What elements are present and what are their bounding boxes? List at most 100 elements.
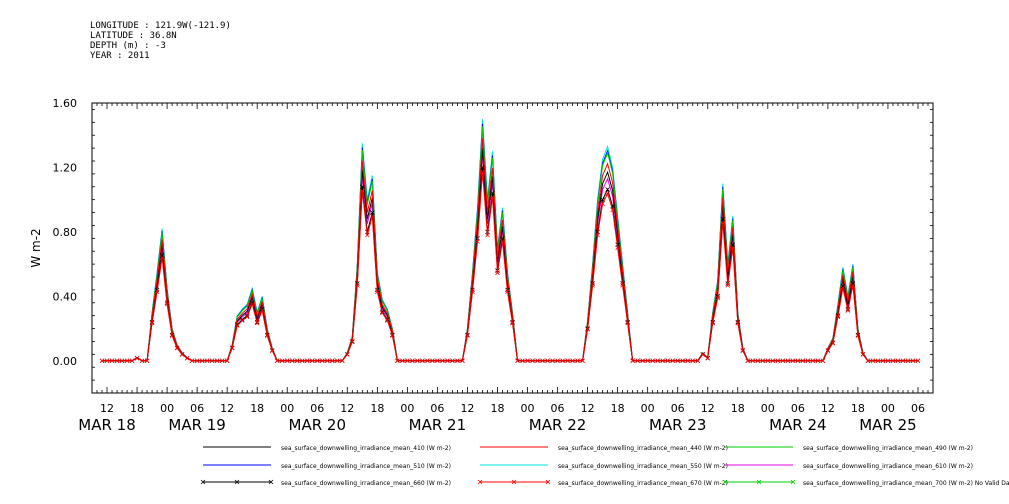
x-hour-tick-label: 18: [370, 402, 384, 415]
series-point: [234, 322, 240, 327]
series-point: [790, 358, 796, 364]
dataset-info: LONGITUDE : 121.9W(-121.9) LATITUDE : 36.…: [90, 21, 231, 61]
year-label: YEAR : 2011: [90, 51, 150, 61]
plot-frame: [91, 102, 934, 394]
series-point: [820, 358, 826, 364]
legend-marker: [200, 479, 206, 485]
legend-label: sea_surface_downwelling_irradiance_mean_…: [558, 480, 728, 487]
series-point: [204, 358, 210, 364]
x-hour-tick-label: 18: [130, 402, 144, 415]
series-point: [480, 165, 485, 170]
series-point: [560, 358, 565, 364]
series-point: [505, 289, 510, 294]
x-hour-tick-label: 12: [821, 402, 835, 415]
series-point: [565, 358, 570, 364]
series-point: [620, 283, 625, 288]
y-tick-label: 0.00: [53, 355, 78, 368]
series-point: [239, 317, 245, 322]
series-point: [199, 358, 205, 364]
series-point: [229, 345, 235, 351]
series-point: [440, 358, 445, 364]
series-point: [705, 355, 711, 361]
series-point: [570, 358, 575, 364]
series-point: [380, 310, 385, 316]
series-point: [420, 358, 425, 364]
series-point: [154, 289, 160, 294]
legend-marker: [756, 479, 762, 485]
x-hour-tick-label: 00: [521, 402, 535, 415]
legend-label: sea_surface_downwelling_irradiance_mean_…: [803, 480, 1009, 487]
series-point: [715, 295, 721, 301]
series-point: [490, 195, 495, 200]
axes: 12 18 00 06 12 18 00 06 12 18 00 06 12 18 00 06 12 18 00 06…: [29, 97, 934, 434]
series-point: [370, 210, 375, 215]
legend-marker: [268, 479, 274, 485]
x-hour-tick-label: 18: [851, 402, 865, 415]
series-point: [214, 358, 220, 364]
legend-label: sea_surface_downwelling_irradiance_mean_…: [558, 445, 728, 452]
series-point: [460, 358, 465, 364]
series-line: [102, 155, 918, 362]
series-point: [650, 358, 655, 364]
depth-label: DEPTH (m) : -3: [90, 41, 166, 51]
series-point: [99, 358, 105, 364]
series-point: [495, 270, 500, 276]
series-point: [445, 358, 450, 364]
series-point: [360, 188, 365, 194]
series-point: [124, 358, 130, 364]
series-point: [335, 358, 340, 364]
series-point: [144, 358, 150, 364]
series-point: [660, 358, 665, 364]
series-point: [259, 308, 265, 313]
series-point: [234, 323, 240, 328]
series-point: [665, 358, 670, 364]
series-line: [102, 138, 918, 362]
series-point: [309, 358, 315, 364]
series-point: [244, 314, 250, 320]
series-point: [169, 333, 175, 338]
series-point: [355, 283, 360, 288]
series-point: [845, 308, 851, 313]
series-point: [765, 358, 771, 364]
latitude-label: LATITUDE : 36.8N: [90, 31, 177, 41]
series-point: [545, 358, 550, 364]
series-point: [475, 239, 480, 244]
series-point: [164, 301, 170, 307]
series-point: [249, 300, 255, 306]
series-line: [102, 172, 918, 362]
legend-marker: [477, 479, 483, 485]
legend-marker: [511, 479, 517, 485]
series-point: [710, 320, 716, 326]
series-point: [390, 333, 395, 338]
legend-marker: [790, 479, 796, 485]
x-day-label: MAR 23: [649, 416, 706, 434]
series-point: [490, 190, 495, 196]
y-tick-label: 1.60: [53, 97, 78, 110]
legend-label: sea_surface_downwelling_irradiance_mean_…: [281, 445, 451, 452]
series-point: [800, 358, 806, 364]
series-point: [860, 352, 866, 357]
series-line: [102, 123, 918, 362]
series-point: [730, 245, 736, 250]
x-day-label: MAR 18: [78, 416, 135, 434]
legend: sea_surface_downwelling_irradiance_mean_…: [200, 445, 1009, 487]
x-hour-tick-label: 00: [881, 402, 895, 415]
series-point: [294, 358, 300, 364]
y-tick-label: 0.80: [53, 226, 78, 239]
series-point: [870, 358, 876, 364]
x-hour-tick-label: 06: [430, 402, 444, 415]
series-point: [540, 358, 545, 364]
legend-marker: [234, 479, 240, 485]
series-point: [254, 320, 260, 326]
x-hour-tick-label: 06: [190, 402, 204, 415]
series-point: [345, 352, 350, 357]
x-hour-tick-label: 18: [250, 402, 264, 415]
series-point: [830, 340, 836, 346]
series-point: [385, 318, 390, 323]
x-day-label: MAR 25: [859, 416, 916, 434]
series-point: [735, 320, 741, 326]
x-hour-tick-label: 12: [581, 402, 595, 415]
x-hour-tick-label: 06: [310, 402, 324, 415]
series-point: [400, 358, 405, 364]
series-point: [640, 358, 645, 364]
